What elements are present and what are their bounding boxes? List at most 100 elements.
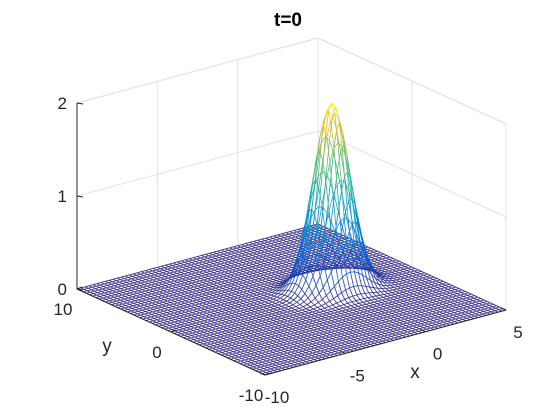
mesh-segment <box>287 267 292 269</box>
mesh-segment <box>169 324 174 326</box>
mesh-segment <box>245 253 250 256</box>
mesh-segment <box>179 264 184 267</box>
mesh-segment <box>258 297 264 300</box>
mesh-segment <box>283 259 288 262</box>
mesh-segment <box>106 295 112 298</box>
mesh-segment <box>208 274 213 277</box>
mesh-segment <box>160 299 165 302</box>
mesh-segment <box>174 288 179 291</box>
mesh-segment <box>220 283 225 285</box>
mesh-segment <box>212 314 218 317</box>
mesh-segment <box>94 289 99 292</box>
mesh-segment <box>176 292 182 295</box>
mesh-segment <box>111 291 116 294</box>
mesh-segment <box>284 256 289 259</box>
mesh-segment <box>185 267 191 270</box>
mesh-segment <box>159 310 164 313</box>
mesh-segment <box>269 247 274 249</box>
mesh-segment <box>219 253 224 256</box>
mesh-segment <box>236 310 241 313</box>
mesh-segment <box>184 260 189 263</box>
mesh-segment <box>197 255 202 257</box>
mesh-segment <box>127 307 133 310</box>
mesh-segment <box>123 300 128 302</box>
mesh-segment <box>245 282 250 285</box>
mesh-segment <box>190 307 195 310</box>
mesh-segment <box>218 276 224 279</box>
mesh-segment <box>232 259 237 262</box>
mesh-segment <box>191 261 196 264</box>
mesh-segment <box>287 258 292 261</box>
mesh-segment <box>216 272 221 275</box>
back-wall-top-edge <box>76 37 319 104</box>
mesh-segment <box>163 321 168 324</box>
mesh-segment <box>180 273 185 276</box>
mesh-segment <box>290 248 295 250</box>
mesh-segment <box>255 275 260 278</box>
mesh-segment <box>193 329 198 331</box>
mesh-segment <box>216 313 222 316</box>
mesh-segment <box>204 255 209 258</box>
mesh-segment <box>228 260 233 263</box>
mesh-segment <box>284 233 290 236</box>
mesh-segment <box>211 276 217 279</box>
mesh-segment <box>211 255 216 258</box>
mesh-segment <box>114 295 119 298</box>
mesh-segment <box>160 267 165 270</box>
mesh-segment <box>235 249 241 252</box>
mesh-segment <box>182 327 188 330</box>
mesh-segment <box>225 258 230 261</box>
mesh-segment <box>174 279 179 282</box>
mesh-segment <box>215 275 221 277</box>
mesh-segment <box>289 230 295 232</box>
mesh-segment <box>166 322 171 325</box>
mesh-segment <box>210 269 215 272</box>
mesh-segment <box>211 287 216 290</box>
mesh-segment <box>183 274 188 277</box>
mesh-segment <box>182 277 187 280</box>
mesh-segment <box>127 287 133 290</box>
mesh-segment <box>262 246 267 249</box>
mesh-segment <box>235 313 240 316</box>
mesh-segment <box>212 273 217 276</box>
mesh-segment <box>121 305 126 307</box>
mesh-segment <box>182 265 187 268</box>
mesh-segment <box>242 249 248 252</box>
mesh-segment <box>157 306 162 309</box>
mesh-segment <box>148 311 153 314</box>
mesh-segment <box>150 315 155 318</box>
mesh-segment <box>216 293 221 295</box>
mesh-segment <box>273 275 279 278</box>
mesh-segment <box>187 303 192 306</box>
mesh-segment <box>90 290 95 293</box>
mesh-segment <box>201 315 206 318</box>
mesh-segment <box>215 266 220 269</box>
mesh-segment <box>197 264 203 266</box>
mesh-segment <box>282 241 287 244</box>
mesh-segment <box>269 256 275 258</box>
mesh-segment <box>275 261 280 264</box>
mesh-segment <box>209 251 214 254</box>
mesh-segment <box>293 249 299 252</box>
mesh-segment <box>200 276 205 279</box>
mesh-segment <box>283 238 288 241</box>
mesh-segment <box>147 305 152 307</box>
mesh-segment <box>252 285 257 288</box>
mesh-segment <box>225 247 230 250</box>
mesh-segment <box>113 277 118 280</box>
mesh-segment <box>171 328 177 330</box>
mesh-segment <box>146 287 151 289</box>
mesh-segment <box>253 292 258 295</box>
mesh-segment <box>96 284 101 287</box>
mesh-segment <box>267 272 272 275</box>
mesh-segment <box>233 306 239 309</box>
mesh-segment <box>181 332 186 335</box>
mesh-segment <box>252 253 257 256</box>
mesh-segment <box>154 293 159 296</box>
mesh-segment <box>222 275 228 278</box>
mesh-segment <box>281 264 286 267</box>
mesh-segment <box>217 261 222 263</box>
mesh-segment <box>265 248 270 250</box>
mesh-segment <box>241 243 246 245</box>
mesh-segment <box>149 297 154 300</box>
